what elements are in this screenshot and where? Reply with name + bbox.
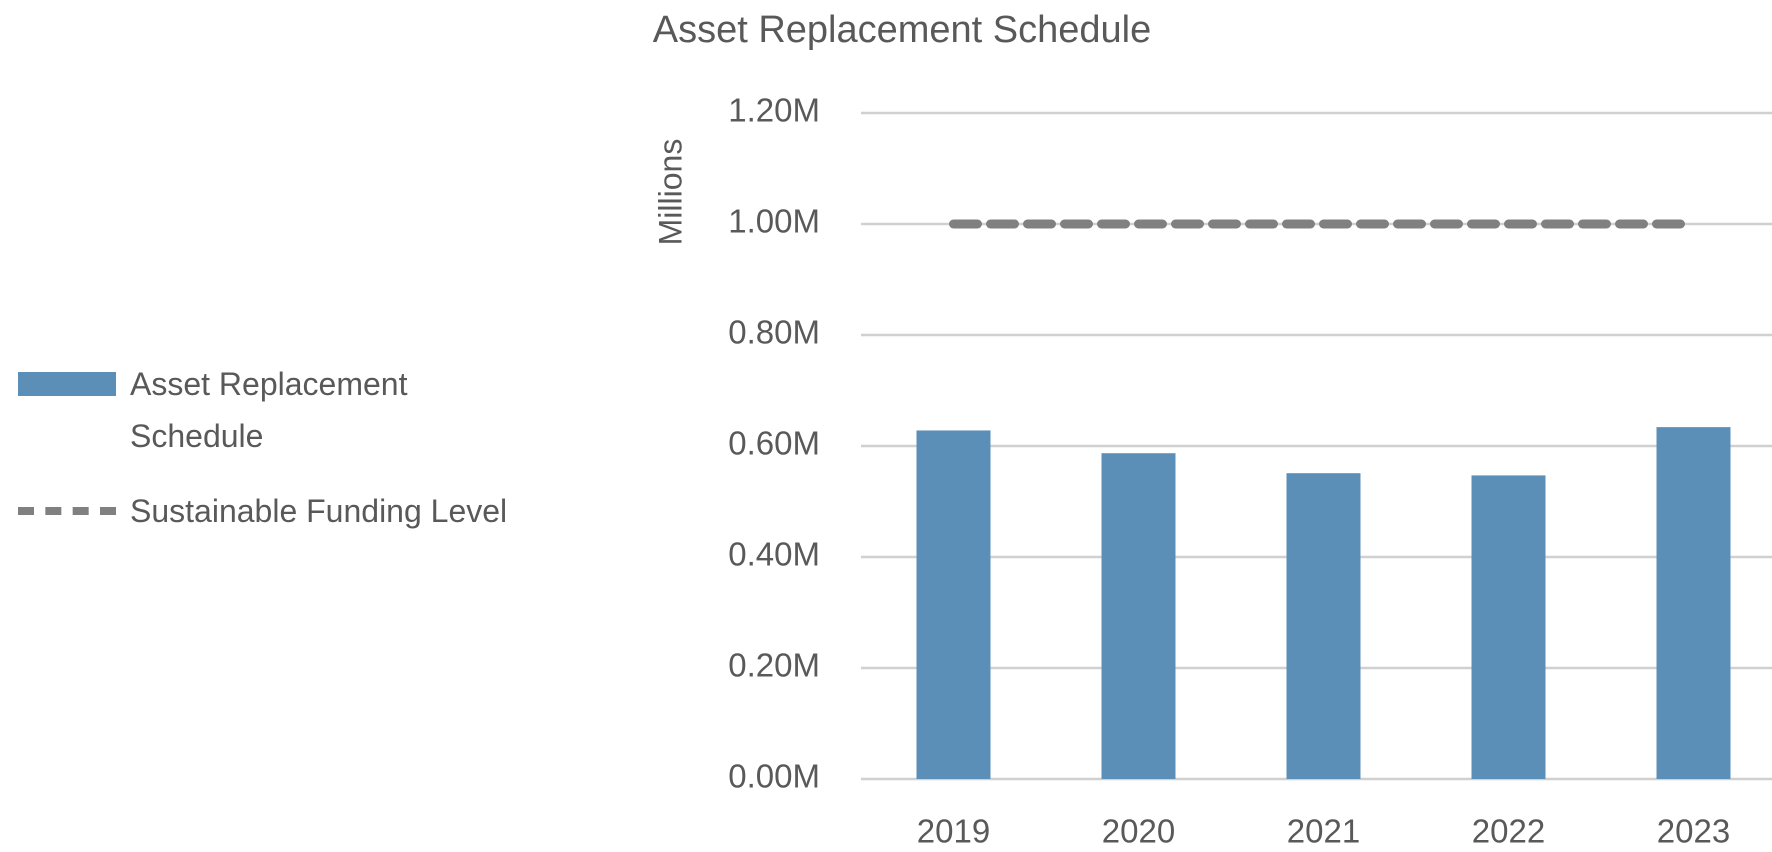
chart-title: Asset Replacement Schedule [653,9,1152,51]
legend-label: Asset Replacement Schedule [130,366,408,454]
x-tick-label: 2019 [917,813,990,850]
bar [1101,453,1176,779]
bar [1656,427,1731,779]
y-tick-label: 0.40M [728,536,820,573]
y-tick-label: 0.00M [728,758,820,795]
x-tick-label: 2023 [1657,813,1730,850]
legend-swatch [18,372,116,396]
x-tick-label: 2021 [1287,813,1360,850]
y-tick-label: 1.20M [728,92,820,129]
y-tick-label: 0.80M [728,314,820,351]
bar [916,430,991,779]
legend-item: Asset Replacement Schedule [18,358,460,462]
bar [1286,473,1361,779]
y-axis-label: Millions [652,139,688,246]
y-tick-label: 0.20M [728,647,820,684]
legend-item: Sustainable Funding Level [18,485,507,537]
legend-label: Sustainable Funding Level [130,493,508,529]
x-tick-label: 2020 [1102,813,1175,850]
bar [1471,475,1546,779]
y-tick-label: 1.00M [728,203,820,240]
y-tick-label: 0.60M [728,425,820,462]
legend-swatch [18,507,116,515]
x-tick-label: 2022 [1472,813,1545,850]
